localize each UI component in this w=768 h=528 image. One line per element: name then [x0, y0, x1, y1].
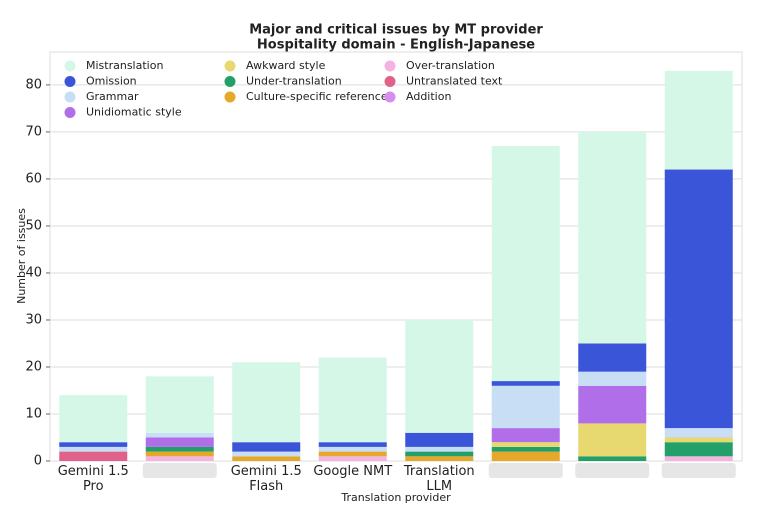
- legend-label: Untranslated text: [406, 75, 503, 88]
- bar-segment: [145, 451, 214, 457]
- bar-segment: [59, 451, 128, 461]
- bar-segment: [664, 442, 733, 457]
- bar-segment: [664, 169, 733, 429]
- bar-segment: [405, 432, 474, 447]
- x-axis-label: Translation provider: [340, 491, 451, 504]
- bar-segment: [405, 451, 474, 457]
- bar-segment: [491, 442, 560, 447]
- legend-marker: [64, 91, 76, 103]
- bar-segment: [578, 371, 647, 386]
- y-tick-label: 40: [25, 265, 42, 280]
- bar-segment: [578, 385, 647, 424]
- legend-label: Grammar: [86, 90, 139, 103]
- bar-segment: [59, 442, 128, 447]
- x-tick-label: Gemini 1.5 Pro: [57, 464, 129, 494]
- legend-label: Over-translation: [406, 59, 495, 72]
- y-tick-label: 0: [34, 454, 42, 469]
- legend-marker: [384, 60, 396, 72]
- bar-segment: [232, 362, 301, 443]
- y-tick-label: 60: [25, 171, 42, 186]
- bar-segment: [232, 442, 301, 452]
- bar-segment: [405, 456, 474, 461]
- y-tick-label: 80: [25, 77, 42, 92]
- legend-label: Mistranslation: [86, 59, 163, 72]
- x-tick-label: Translation LLM: [403, 464, 475, 494]
- legend-label: Addition: [406, 90, 451, 103]
- legend-label: Omission: [86, 75, 137, 88]
- bar-segment: [491, 446, 560, 452]
- bar-segment: [578, 456, 647, 461]
- bar-segment: [145, 376, 214, 433]
- redacted-label: [661, 463, 736, 478]
- legend-label: Unidiomatic style: [86, 106, 182, 119]
- y-tick-label: 50: [25, 218, 42, 233]
- bar-segment: [491, 381, 560, 386]
- bar-segment: [318, 456, 387, 461]
- legend-marker: [224, 60, 236, 72]
- bar-segment: [664, 70, 733, 170]
- bar-segment: [145, 456, 214, 461]
- bar-segment: [578, 423, 647, 457]
- redacted-label: [488, 463, 563, 478]
- redacted-label: [142, 463, 217, 478]
- legend-marker: [64, 60, 76, 72]
- bar-segment: [318, 451, 387, 457]
- legend-marker: [384, 91, 396, 103]
- bar-segment: [491, 146, 560, 382]
- y-axis-label: Number of issues: [15, 208, 28, 304]
- chart-title: Major and critical issues by MT provider: [249, 23, 543, 38]
- bar-segment: [578, 131, 647, 344]
- legend-label: Culture-specific reference: [246, 90, 388, 103]
- bar-segment: [491, 428, 560, 443]
- bar-segment: [318, 446, 387, 452]
- x-tick-label: Google NMT: [313, 464, 393, 479]
- bar-segment: [59, 395, 128, 443]
- chart-subtitle: Hospitality domain - English-Japanese: [257, 38, 535, 53]
- bar-segment: [232, 451, 301, 457]
- legend-marker: [224, 76, 236, 87]
- bar-segment: [491, 451, 560, 461]
- bar-segment: [318, 357, 387, 443]
- bar-segment: [664, 428, 733, 438]
- bar-segment: [145, 432, 214, 438]
- legend-label: Under-translation: [246, 75, 342, 88]
- y-tick-label: 30: [25, 312, 42, 327]
- legend-marker: [64, 76, 76, 87]
- y-tick-label: 70: [25, 124, 42, 139]
- bar-segment: [578, 343, 647, 372]
- bar-segment: [405, 446, 474, 452]
- bar-segment: [232, 456, 301, 461]
- bar-segment: [491, 385, 560, 429]
- bar-segment: [664, 456, 733, 461]
- y-tick-label: 10: [25, 406, 42, 421]
- bar-segment: [664, 437, 733, 443]
- legend-marker: [64, 107, 76, 118]
- bar-segment: [59, 446, 128, 452]
- legend-marker: [384, 76, 396, 87]
- y-tick-label: 20: [25, 359, 42, 374]
- x-tick-label: Gemini 1.5 Flash: [230, 464, 302, 494]
- legend-label: Awkward style: [246, 59, 326, 72]
- redacted-label: [575, 463, 650, 478]
- bar-segment: [405, 319, 474, 433]
- bar-segment: [145, 437, 214, 447]
- bar-segment: [145, 446, 214, 452]
- legend-marker: [224, 91, 236, 103]
- bar-segment: [318, 442, 387, 447]
